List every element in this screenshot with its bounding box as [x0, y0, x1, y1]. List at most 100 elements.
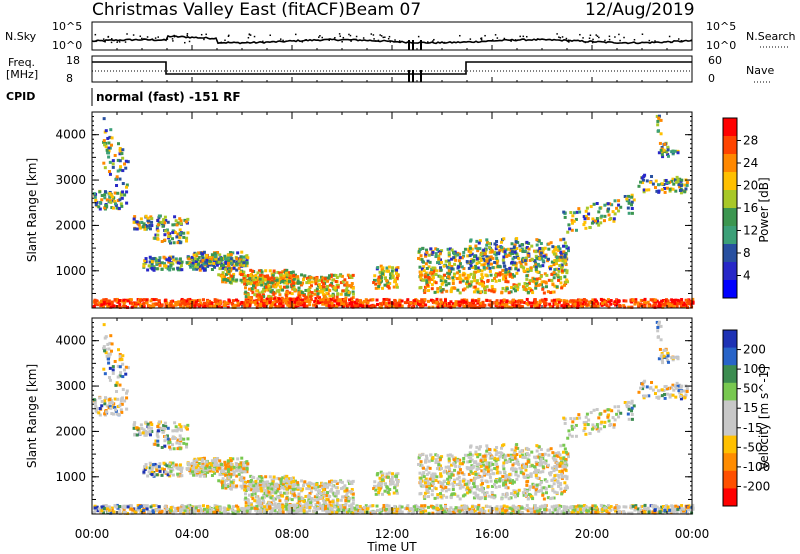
power-cell-2248 [641, 304, 645, 308]
velocity-cell-205 [178, 437, 182, 441]
power-cell-2197 [659, 118, 663, 122]
power-cell-1617 [559, 281, 563, 285]
power-cell-1008 [322, 278, 326, 282]
power-cell-791 [243, 282, 247, 286]
power-cell-1973 [469, 250, 473, 254]
power-cell-1997 [535, 256, 539, 260]
power-cell-1276 [447, 266, 451, 270]
cpid-label: CPID [6, 90, 35, 103]
power-cell-581 [281, 270, 285, 274]
velocity-cell-15 [121, 362, 125, 366]
velocity-cell-1409 [478, 474, 482, 478]
velocity-cell-1031 [300, 479, 304, 483]
velocity-cell-1655 [516, 491, 520, 495]
power-cell-3118 [284, 299, 288, 303]
velocity-cell-431 [232, 472, 236, 476]
power-cell-1555 [458, 252, 462, 256]
power-cell-3100 [443, 298, 447, 302]
power-cell-1814 [551, 283, 555, 287]
power-cell-1959 [523, 259, 527, 263]
power-cell-807 [297, 286, 301, 290]
velocity-cell-1058 [316, 500, 320, 504]
power-cell-1807 [421, 278, 425, 282]
power-cell-3277 [594, 304, 598, 308]
power-cell-1901 [510, 250, 514, 254]
power-cell-1186 [392, 285, 396, 289]
velocity-cell-627 [223, 481, 227, 485]
power-cell-465 [220, 258, 224, 262]
power-cell-23 [102, 117, 106, 121]
power-cell-1112 [247, 282, 251, 286]
power-cell-3091 [216, 302, 220, 306]
velocity-cell-1400 [529, 472, 533, 476]
power-cell-3194 [469, 305, 473, 309]
power-cell-3053 [104, 298, 108, 302]
pow-cbar-tick-6: 4 [743, 269, 751, 283]
power-cell-1572 [558, 263, 562, 267]
power-cell-145 [139, 217, 143, 221]
velocity-cell-1203 [374, 488, 378, 492]
power-cell-1373 [520, 258, 524, 262]
power-cell-3185 [189, 300, 193, 304]
power-cell-1067 [292, 277, 296, 281]
power-cell-1070 [309, 275, 313, 279]
power-cell-1040 [328, 288, 332, 292]
power-cell-3005 [435, 297, 439, 301]
velocity-cell-1438 [462, 477, 466, 481]
power-cell-2487 [118, 303, 122, 307]
power-cell-1142 [336, 292, 340, 296]
power-cell-1106 [279, 273, 283, 277]
power-cell-3037 [194, 300, 198, 304]
velocity-cell-1311 [560, 469, 564, 473]
power-cell-1071 [305, 281, 309, 285]
power-cell-1383 [470, 258, 474, 262]
velocity-cell-505 [226, 461, 230, 465]
power-cell-2525 [655, 299, 659, 303]
power-cell-3192 [682, 301, 686, 305]
power-cell-2162 [660, 146, 664, 150]
velocity-cell-131 [137, 429, 141, 433]
power-cell-3106 [601, 301, 605, 305]
power-cell-1483 [538, 246, 542, 250]
power-cell-506 [224, 257, 228, 261]
power-cell-1141 [351, 273, 355, 277]
power-cell-2405 [672, 298, 676, 302]
velocity-cell-1015 [315, 493, 319, 497]
power-cell-1442 [500, 248, 504, 252]
power-cell-2153 [680, 178, 684, 182]
velocity-cell-1554 [425, 457, 429, 461]
velocity-cell-1497 [447, 460, 451, 464]
power-cell-1286 [550, 272, 554, 276]
power-cell-3067 [155, 302, 159, 306]
power-cell-2421 [93, 302, 97, 306]
power-cell-1349 [488, 250, 492, 254]
velocity-cell-1006 [264, 491, 268, 495]
power-cell-177 [169, 241, 173, 245]
power-cell-562 [238, 263, 242, 267]
power-cell-117 [109, 200, 113, 204]
power-cell-3256 [585, 303, 589, 307]
velocity-cell-1242 [502, 467, 506, 471]
power-cell-784 [329, 275, 333, 279]
velocity-cell-974 [273, 503, 277, 507]
power-cell-2047 [570, 218, 574, 222]
velocity-cell-1104 [246, 499, 250, 503]
power-cell-156 [141, 225, 145, 229]
power-cell-1146 [275, 278, 279, 282]
velocity-cell-677 [257, 475, 261, 479]
velocity-cell-105 [103, 412, 107, 416]
power-cell-625 [252, 274, 256, 278]
power-cell-2974 [496, 305, 500, 309]
power-cell-538 [245, 257, 249, 261]
power-cell-2628 [555, 298, 559, 302]
power-cell-1806 [441, 276, 445, 280]
power-cell-2939 [356, 302, 360, 306]
power-cell-691 [222, 278, 226, 282]
velocity-cell-1482 [512, 455, 516, 459]
power-cell-2139 [645, 188, 649, 192]
power-cell-1748 [480, 282, 484, 286]
power-cell-161 [157, 216, 161, 220]
power-cell-2311 [236, 299, 240, 303]
velocity-cell-247 [178, 472, 182, 476]
